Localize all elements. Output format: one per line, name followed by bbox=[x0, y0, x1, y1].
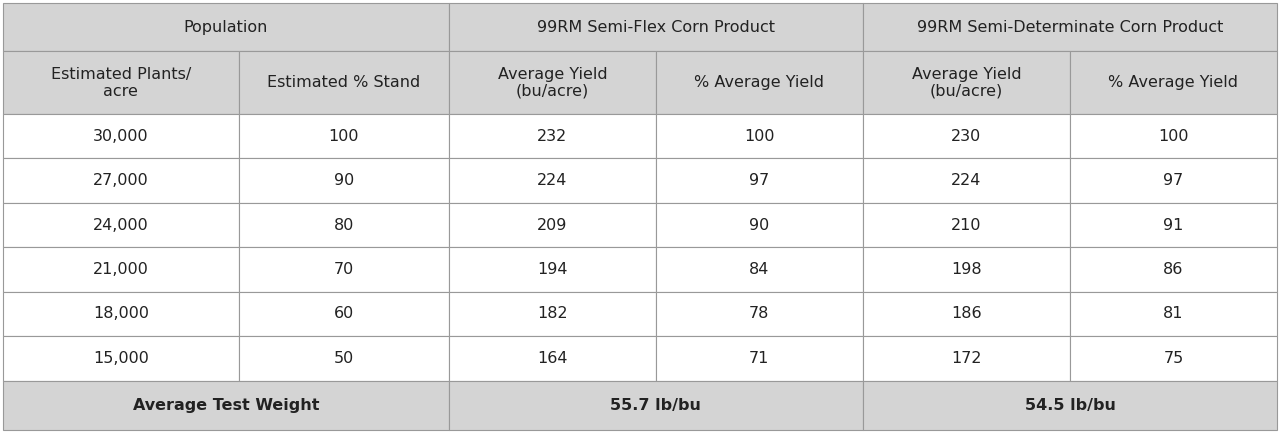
Text: 86: 86 bbox=[1164, 262, 1184, 277]
Text: 99RM Semi-Flex Corn Product: 99RM Semi-Flex Corn Product bbox=[536, 20, 774, 35]
Bar bbox=[449, 3, 863, 52]
Text: 97: 97 bbox=[1164, 173, 1184, 188]
Bar bbox=[3, 292, 238, 336]
Text: 54.5 lb/bu: 54.5 lb/bu bbox=[1024, 398, 1115, 413]
Bar bbox=[3, 158, 238, 203]
Text: 232: 232 bbox=[538, 129, 567, 144]
Text: Estimated % Stand: Estimated % Stand bbox=[268, 75, 420, 90]
Text: 70: 70 bbox=[334, 262, 353, 277]
Bar bbox=[449, 52, 655, 114]
Text: Estimated Plants/
acre: Estimated Plants/ acre bbox=[51, 67, 191, 99]
Bar bbox=[863, 381, 1277, 430]
Text: 100: 100 bbox=[744, 129, 774, 144]
Text: 209: 209 bbox=[538, 217, 567, 233]
Bar bbox=[1070, 247, 1277, 292]
Bar bbox=[3, 381, 449, 430]
Bar bbox=[449, 114, 655, 158]
Text: 60: 60 bbox=[334, 307, 353, 321]
Text: Average Test Weight: Average Test Weight bbox=[133, 398, 319, 413]
Bar bbox=[238, 247, 449, 292]
Bar bbox=[655, 247, 863, 292]
Bar bbox=[655, 203, 863, 247]
Bar bbox=[238, 158, 449, 203]
Text: 230: 230 bbox=[951, 129, 982, 144]
Bar bbox=[238, 114, 449, 158]
Bar bbox=[1070, 158, 1277, 203]
Bar bbox=[3, 247, 238, 292]
Text: 182: 182 bbox=[538, 307, 568, 321]
Text: % Average Yield: % Average Yield bbox=[695, 75, 824, 90]
Text: 30,000: 30,000 bbox=[93, 129, 148, 144]
Text: 224: 224 bbox=[951, 173, 982, 188]
Text: 71: 71 bbox=[749, 351, 769, 366]
Bar bbox=[863, 203, 1070, 247]
Bar bbox=[3, 114, 238, 158]
Bar bbox=[863, 292, 1070, 336]
Text: 55.7 lb/bu: 55.7 lb/bu bbox=[611, 398, 701, 413]
Bar bbox=[449, 336, 655, 381]
Text: 18,000: 18,000 bbox=[93, 307, 148, 321]
Bar bbox=[3, 336, 238, 381]
Text: 78: 78 bbox=[749, 307, 769, 321]
Text: 224: 224 bbox=[538, 173, 567, 188]
Text: 210: 210 bbox=[951, 217, 982, 233]
Text: 97: 97 bbox=[749, 173, 769, 188]
Bar bbox=[449, 203, 655, 247]
Bar bbox=[238, 203, 449, 247]
Text: 15,000: 15,000 bbox=[93, 351, 148, 366]
Text: 80: 80 bbox=[334, 217, 355, 233]
Bar bbox=[1070, 203, 1277, 247]
Text: 75: 75 bbox=[1164, 351, 1184, 366]
Text: 91: 91 bbox=[1164, 217, 1184, 233]
Text: 84: 84 bbox=[749, 262, 769, 277]
Bar bbox=[1070, 336, 1277, 381]
Text: 198: 198 bbox=[951, 262, 982, 277]
Bar bbox=[655, 114, 863, 158]
Bar bbox=[238, 52, 449, 114]
Bar bbox=[863, 114, 1070, 158]
Bar bbox=[1070, 114, 1277, 158]
Bar bbox=[655, 158, 863, 203]
Text: 186: 186 bbox=[951, 307, 982, 321]
Bar bbox=[3, 203, 238, 247]
Text: 99RM Semi-Determinate Corn Product: 99RM Semi-Determinate Corn Product bbox=[916, 20, 1224, 35]
Text: Average Yield
(bu/acre): Average Yield (bu/acre) bbox=[911, 67, 1021, 99]
Text: 90: 90 bbox=[334, 173, 353, 188]
Text: 164: 164 bbox=[538, 351, 567, 366]
Bar bbox=[863, 247, 1070, 292]
Bar bbox=[655, 292, 863, 336]
Bar bbox=[449, 158, 655, 203]
Text: % Average Yield: % Average Yield bbox=[1108, 75, 1239, 90]
Bar bbox=[449, 381, 863, 430]
Bar bbox=[1070, 292, 1277, 336]
Bar bbox=[863, 3, 1277, 52]
Text: 27,000: 27,000 bbox=[93, 173, 148, 188]
Text: 90: 90 bbox=[749, 217, 769, 233]
Bar bbox=[863, 158, 1070, 203]
Text: 172: 172 bbox=[951, 351, 982, 366]
Bar bbox=[1070, 52, 1277, 114]
Text: 24,000: 24,000 bbox=[93, 217, 148, 233]
Text: 100: 100 bbox=[1158, 129, 1189, 144]
Text: 100: 100 bbox=[329, 129, 360, 144]
Bar bbox=[449, 292, 655, 336]
Bar bbox=[3, 3, 449, 52]
Bar bbox=[863, 52, 1070, 114]
Bar bbox=[449, 247, 655, 292]
Text: 21,000: 21,000 bbox=[93, 262, 148, 277]
Bar bbox=[238, 336, 449, 381]
Bar bbox=[238, 292, 449, 336]
Text: 81: 81 bbox=[1164, 307, 1184, 321]
Bar bbox=[863, 336, 1070, 381]
Text: Average Yield
(bu/acre): Average Yield (bu/acre) bbox=[498, 67, 607, 99]
Bar bbox=[655, 52, 863, 114]
Text: 50: 50 bbox=[334, 351, 353, 366]
Bar bbox=[655, 336, 863, 381]
Text: 194: 194 bbox=[538, 262, 567, 277]
Bar bbox=[3, 52, 238, 114]
Text: Population: Population bbox=[184, 20, 268, 35]
